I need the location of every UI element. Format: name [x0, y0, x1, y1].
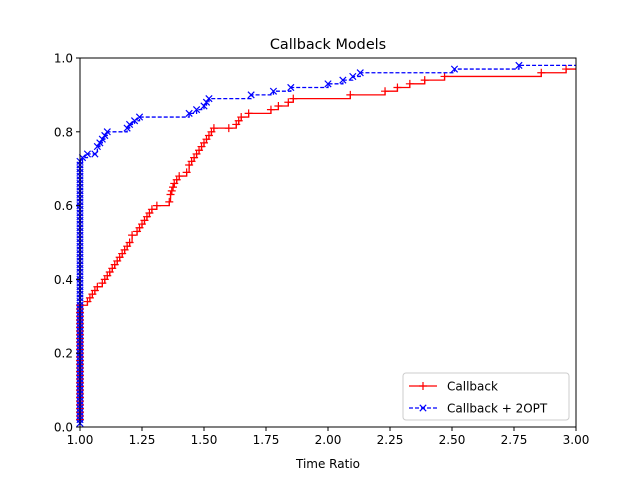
series-point	[237, 113, 246, 122]
legend: Callback Callback + 2OPT	[402, 372, 570, 421]
x-tick-label: 2.25	[377, 433, 404, 447]
legend-box	[402, 372, 570, 421]
series-point	[98, 135, 106, 143]
legend-label: Callback + 2OPT	[447, 402, 548, 416]
series-point	[247, 91, 255, 99]
series-point	[205, 94, 213, 103]
series-point	[515, 61, 523, 70]
x-tick-label: 3.00	[563, 433, 590, 447]
x-tick-label: 1.25	[129, 433, 156, 447]
series-point	[405, 79, 414, 88]
series-point	[152, 201, 161, 210]
x-axis-ticks: 1.00 1.25 1.50 1.75 2.00 2.25 2.50 2.75 3.00	[67, 427, 590, 447]
series-point	[175, 172, 184, 181]
series-point	[224, 124, 233, 133]
series-point	[192, 106, 201, 114]
series-point	[185, 109, 193, 117]
series-point	[96, 139, 104, 147]
legend-marker	[419, 404, 427, 412]
x-tick-label: 2.50	[439, 433, 466, 447]
legend-marker	[419, 382, 427, 390]
series-point	[166, 190, 175, 199]
series-point	[266, 105, 275, 114]
x-tick-label: 1.75	[253, 433, 280, 447]
series-point	[349, 72, 357, 81]
series-point	[125, 238, 134, 247]
series-point	[165, 197, 174, 206]
series-point	[269, 87, 278, 95]
y-tick-label: 0.2	[54, 347, 73, 361]
x-tick-label: 2.75	[501, 433, 528, 447]
x-tick-label: 2.00	[315, 433, 342, 447]
series-point	[101, 131, 109, 140]
series-point	[125, 120, 134, 129]
chart-title: Callback Models	[270, 37, 386, 53]
y-tick-label: 0.8	[54, 125, 73, 139]
y-tick-label: 0.0	[54, 421, 73, 435]
series-point	[147, 205, 156, 214]
y-tick-label: 0.6	[54, 199, 73, 213]
y-axis-ticks: 0.0 0.2 0.4 0.6 0.8 1.0	[54, 52, 80, 435]
series-point	[202, 98, 211, 106]
series-point	[91, 150, 99, 158]
series-point	[83, 150, 92, 158]
series-point	[393, 83, 402, 92]
series-point	[123, 124, 131, 132]
series-point	[274, 101, 283, 110]
legend-label: Callback	[447, 380, 498, 394]
y-tick-label: 0.4	[54, 273, 73, 287]
series-point	[381, 87, 390, 96]
series-point	[420, 76, 429, 85]
x-tick-label: 1.50	[191, 433, 218, 447]
series-point	[209, 124, 218, 133]
series-point	[167, 186, 176, 195]
series-point	[289, 94, 298, 103]
series-point	[93, 142, 101, 151]
x-tick-label: 1.00	[67, 433, 94, 447]
series-point	[339, 76, 347, 84]
series-point	[135, 113, 144, 121]
series-point	[169, 183, 177, 192]
series-point	[284, 98, 293, 107]
series-point	[287, 83, 295, 92]
series-point	[128, 231, 137, 240]
series-point	[562, 65, 571, 74]
y-tick-label: 1.0	[54, 52, 73, 66]
series-point	[130, 117, 139, 125]
x-axis-label: Time Ratio	[295, 457, 360, 471]
series-point	[103, 128, 111, 136]
series-point	[324, 80, 332, 88]
series-point	[93, 282, 102, 291]
series-point	[200, 102, 208, 110]
series-point	[450, 65, 459, 73]
series-point	[356, 69, 364, 77]
series-point	[440, 72, 449, 81]
series-point	[244, 109, 253, 118]
series-point	[537, 68, 546, 77]
series-point	[182, 168, 191, 177]
series-point	[346, 90, 355, 99]
